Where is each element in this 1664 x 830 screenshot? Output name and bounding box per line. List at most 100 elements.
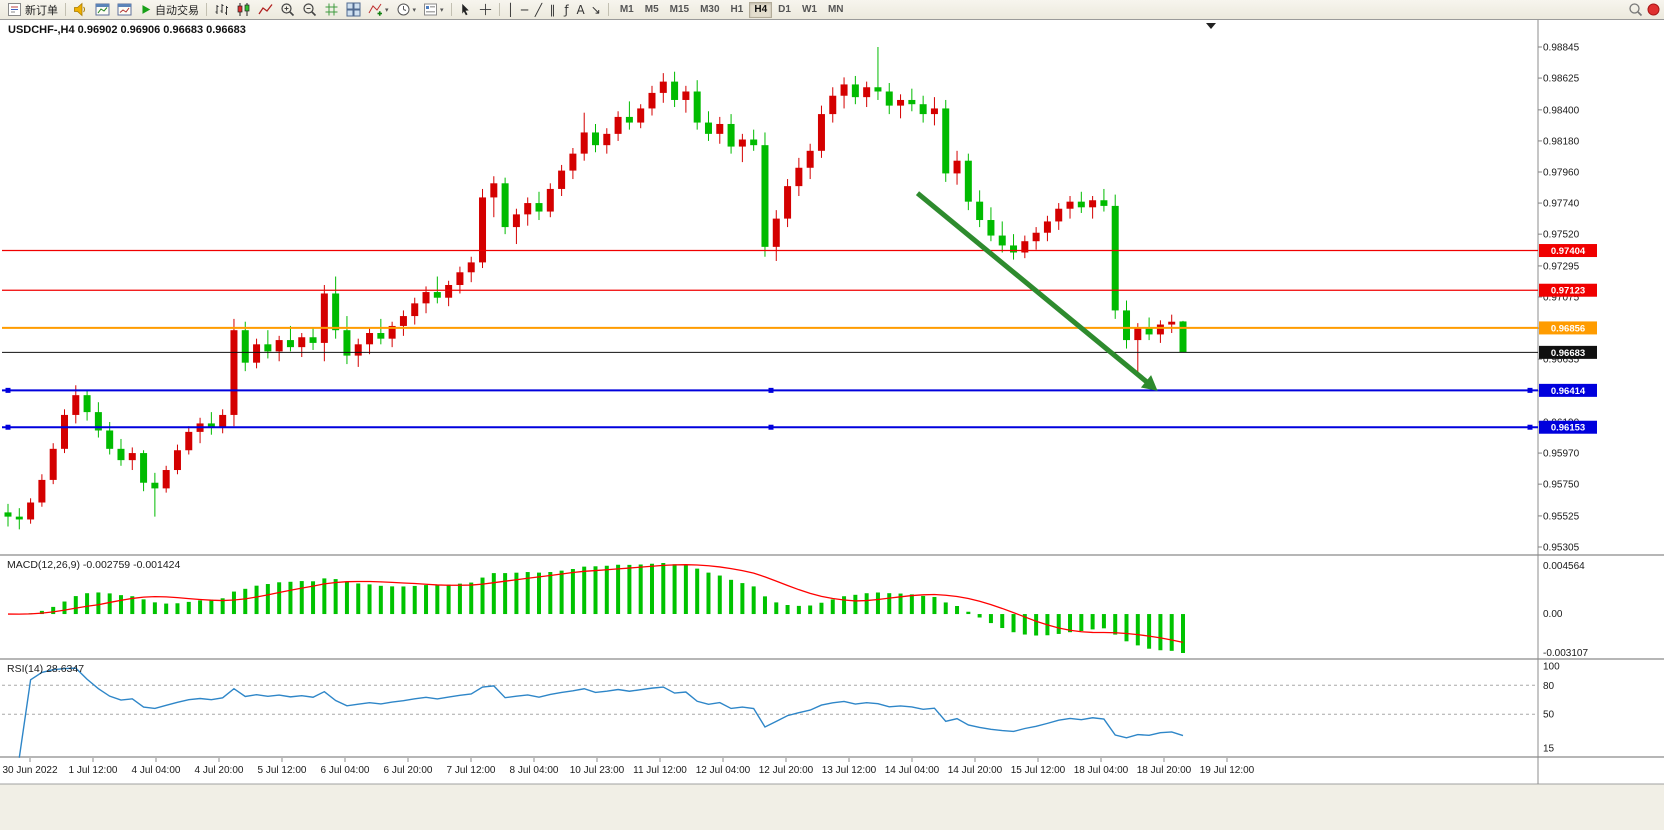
svg-text:0.004564: 0.004564 [1543, 561, 1585, 572]
main-toolbar: 新订单 自动交易 [0, 0, 1664, 20]
svg-text:0.96414: 0.96414 [1551, 386, 1586, 397]
svg-text:4 Jul 04:00: 4 Jul 04:00 [132, 765, 181, 776]
auto-trading-label: 自动交易 [155, 4, 199, 17]
timeframe-mn-button[interactable]: MN [823, 2, 849, 18]
drawing-toolbar: │ ─ ╱ ∥ ƒ A ↘ [504, 1, 604, 19]
dropdown-caret-icon: ▾ [412, 5, 417, 14]
svg-text:12 Jul 04:00: 12 Jul 04:00 [696, 765, 751, 776]
templates-button[interactable]: ▾ [420, 1, 447, 19]
svg-text:50: 50 [1543, 710, 1555, 721]
svg-text:8 Jul 04:00: 8 Jul 04:00 [510, 765, 559, 776]
dropdown-caret-icon: ▾ [440, 5, 444, 14]
svg-text:0.97520: 0.97520 [1543, 230, 1580, 241]
svg-text:0.97404: 0.97404 [1551, 246, 1586, 257]
text-tool[interactable]: A [574, 1, 588, 19]
price-label-0.97404[interactable]: 0.97404 [1539, 244, 1597, 258]
candlestick-icon [236, 2, 251, 17]
timeframe-m5-button[interactable]: M5 [640, 2, 664, 18]
candlestick-mode-button[interactable] [233, 1, 254, 19]
price-label-0.96414[interactable]: 0.96414 [1539, 383, 1597, 397]
new-order-label: 新订单 [25, 4, 58, 17]
timeframe-m15-button[interactable]: M15 [665, 2, 694, 18]
timeframe-m30-button[interactable]: M30 [695, 2, 724, 18]
grid-icon [324, 2, 339, 17]
price-label-0.97123[interactable]: 0.97123 [1539, 283, 1597, 297]
vertical-line-tool[interactable]: │ [504, 1, 518, 19]
auto-trading-play-icon [139, 3, 152, 16]
svg-text:18 Jul 20:00: 18 Jul 20:00 [1137, 765, 1192, 776]
timeframe-toolbar: M1 M5 M15 M30 H1 H4 D1 W1 MN [615, 1, 849, 18]
svg-text:10 Jul 23:00: 10 Jul 23:00 [570, 765, 625, 776]
fibonacci-tool[interactable]: ƒ [560, 1, 574, 19]
arrows-tool[interactable]: ↘ [588, 1, 604, 19]
svg-text:0.97960: 0.97960 [1543, 168, 1580, 179]
chart-canvas[interactable]: 0.98845 0.98625 0.98400 0.98180 0.97960 0.977… [0, 20, 1664, 830]
equidistant-channel-tool[interactable]: ∥ [546, 1, 560, 19]
grid-toggle-button[interactable] [321, 1, 342, 19]
trend-arrow-head [1140, 375, 1158, 391]
zoom-out-button[interactable] [299, 1, 320, 19]
svg-text:4 Jul 20:00: 4 Jul 20:00 [195, 765, 244, 776]
template-icon [423, 2, 438, 17]
svg-text:0.97295: 0.97295 [1543, 261, 1580, 272]
price-label-0.96153[interactable]: 0.96153 [1539, 420, 1597, 434]
svg-text:18 Jul 04:00: 18 Jul 04:00 [1074, 765, 1129, 776]
horizontal-line-tool[interactable]: ─ [518, 1, 532, 19]
svg-text:0.97123: 0.97123 [1551, 286, 1585, 297]
charts-window-button[interactable] [92, 1, 113, 19]
cursor-icon [459, 3, 472, 16]
svg-text:11 Jul 12:00: 11 Jul 12:00 [633, 765, 687, 776]
timeframe-m1-button[interactable]: M1 [615, 2, 639, 18]
rsi-panel[interactable]: 100 80 50 15 [2, 662, 1560, 758]
svg-text:19 Jul 12:00: 19 Jul 12:00 [1200, 765, 1255, 776]
timeframe-h1-button[interactable]: H1 [726, 2, 749, 18]
cursor-tool[interactable] [456, 1, 475, 19]
svg-text:0.95525: 0.95525 [1543, 511, 1580, 522]
line-chart-icon [258, 2, 273, 17]
bar-chart-mode-button[interactable] [211, 1, 232, 19]
auto-trading-button[interactable]: 自动交易 [136, 1, 202, 19]
rsi-line [18, 667, 1184, 758]
alerts-button[interactable] [70, 1, 91, 19]
chart-shift-marker[interactable] [1206, 23, 1216, 29]
svg-text:6 Jul 20:00: 6 Jul 20:00 [384, 765, 433, 776]
trendline-tool[interactable]: ╱ [532, 1, 546, 19]
svg-text:12 Jul 20:00: 12 Jul 20:00 [759, 765, 814, 776]
chart-window-icon [95, 2, 110, 17]
trend-arrow[interactable] [915, 191, 1151, 386]
svg-text:0.98180: 0.98180 [1543, 136, 1580, 147]
indicators-button[interactable]: ▾ [365, 1, 392, 19]
new-order-button[interactable]: 新订单 [4, 1, 61, 19]
time-axis[interactable]: 30 Jun 2022 1 Jul 12:00 4 Jul 04:00 4 Jul 2… [2, 758, 1255, 776]
price-label-0.96856[interactable]: 0.96856 [1539, 321, 1597, 335]
market-watch-button[interactable] [114, 1, 135, 19]
timeframe-d1-button[interactable]: D1 [773, 2, 796, 18]
timeframe-h4-button[interactable]: H4 [749, 1, 773, 18]
price-label-0.96683[interactable]: 0.96683 [1539, 345, 1597, 359]
svg-text:0.96856: 0.96856 [1551, 323, 1585, 334]
indicators-icon [368, 2, 383, 17]
svg-text:0.97740: 0.97740 [1543, 199, 1580, 210]
timeframe-w1-button[interactable]: W1 [797, 2, 822, 18]
zoom-in-button[interactable] [277, 1, 298, 19]
toolbar-separator [607, 3, 609, 16]
macd-panel[interactable]: 0.004564 0.00 -0.003107 [7, 561, 1588, 659]
svg-text:5 Jul 12:00: 5 Jul 12:00 [258, 765, 307, 776]
macd-signal-line [7, 564, 1184, 644]
search-button[interactable] [1625, 1, 1646, 19]
chart-window[interactable]: 0.98845 0.98625 0.98400 0.98180 0.97960 0.977… [0, 20, 1664, 830]
svg-text:0.00: 0.00 [1543, 609, 1563, 620]
svg-text:0.98845: 0.98845 [1543, 43, 1580, 54]
periods-button[interactable]: ▾ [393, 1, 420, 19]
zoom-out-icon [302, 2, 317, 17]
notification-badge[interactable] [1647, 3, 1660, 16]
zoom-in-icon [280, 2, 295, 17]
svg-text:14 Jul 20:00: 14 Jul 20:00 [948, 765, 1003, 776]
tile-windows-button[interactable] [343, 1, 364, 19]
crosshair-tool[interactable] [476, 1, 495, 19]
svg-text:15: 15 [1543, 744, 1555, 755]
horizontal-lines[interactable] [2, 249, 1538, 430]
svg-text:100: 100 [1543, 662, 1560, 673]
chart-title: USDCHF-,H4 0.96902 0.96906 0.96683 0.966… [8, 24, 246, 36]
line-chart-mode-button[interactable] [255, 1, 276, 19]
